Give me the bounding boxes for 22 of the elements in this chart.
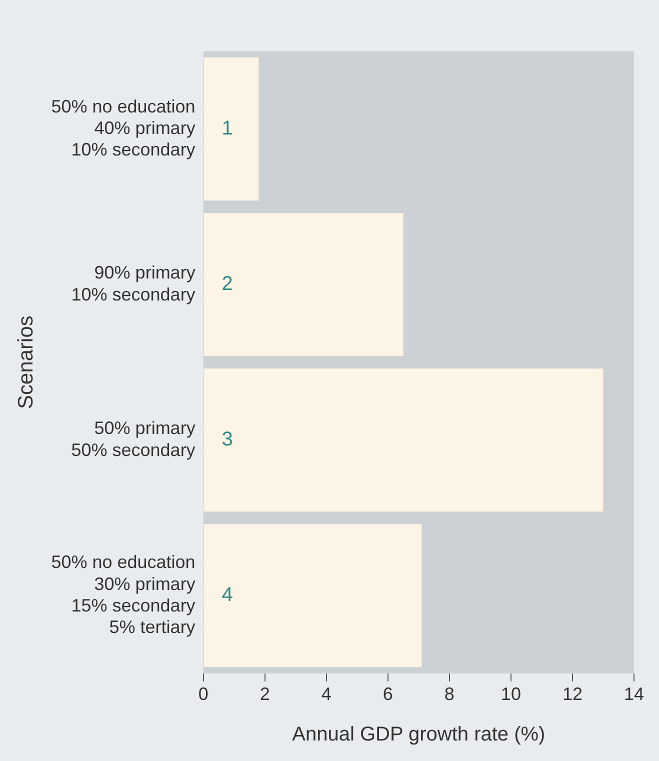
- bar: [204, 368, 604, 512]
- annotation: 2: [222, 273, 233, 296]
- bar: [204, 57, 259, 201]
- x-tick-label: 4: [321, 684, 332, 704]
- x-tick-label: 2: [260, 684, 270, 704]
- x-tick-label: 14: [624, 684, 644, 704]
- annotation: 3: [222, 428, 233, 451]
- y-axis-title: Scenarios: [14, 316, 38, 409]
- annotation: 1: [222, 117, 233, 140]
- bar: [204, 212, 404, 356]
- annotation: 4: [222, 584, 233, 606]
- y-tick-label: 50% no education 40% primary 10% secondary: [51, 96, 196, 160]
- x-tick-label: 8: [444, 684, 454, 704]
- bar: [204, 524, 422, 668]
- x-tick-label: 0: [198, 684, 208, 704]
- y-tick-label: 50% primary 50% secondary: [71, 418, 196, 460]
- x-tick-label: 12: [562, 684, 582, 704]
- y-tick-label: 90% primary 10% secondary: [71, 262, 196, 304]
- x-tick-label: 6: [382, 684, 393, 704]
- x-tick-label: 10: [500, 684, 521, 704]
- y-tick-label: 50% no education 30% primary 15% secondary 5% tertiary: [51, 552, 196, 637]
- x-axis-title: Annual GDP growth rate (%): [292, 724, 546, 746]
